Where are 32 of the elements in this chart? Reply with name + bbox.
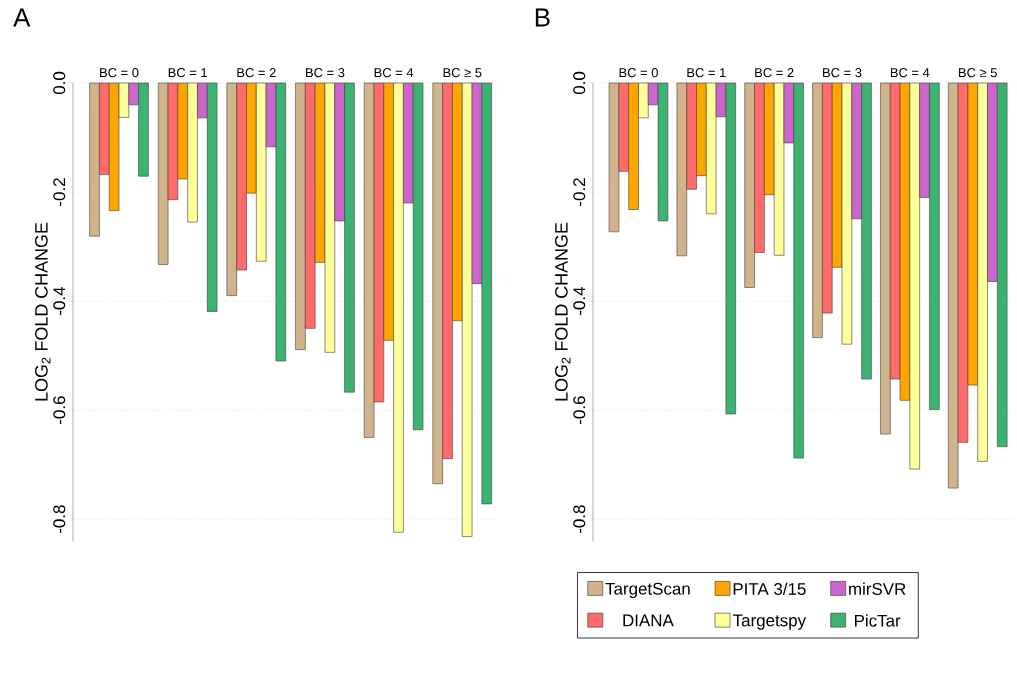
x-tick-label: BC = 3 xyxy=(306,68,345,78)
x-tick-label: BC = 2 xyxy=(755,68,794,78)
x-tick-label: BC = 3 xyxy=(823,68,862,78)
y-tick-label: -0.2 xyxy=(53,178,66,206)
x-tick-label: BC ≥ 5 xyxy=(443,68,482,78)
legend-label: Targetspy xyxy=(733,614,807,630)
legend-label: mirSVR xyxy=(849,582,906,595)
x-tick-label: BC ≥ 5 xyxy=(959,68,997,78)
legend-label: PicTar xyxy=(855,614,901,627)
y-tick-label: -0.4 xyxy=(573,286,586,315)
y-tick-label: -0.2 xyxy=(573,178,586,206)
y-axis-title: LOG$_{2}$ FOLD CHANGE xyxy=(35,222,51,401)
chart-title: B xyxy=(535,8,550,27)
y-tick-label: 0.0 xyxy=(573,71,586,95)
x-tick-label: BC = 0 xyxy=(619,68,658,78)
y-axis-title: LOG$_{2}$ FOLD CHANGE xyxy=(555,222,571,401)
x-tick-label: BC = 1 xyxy=(687,68,726,78)
chart-title: A xyxy=(13,8,31,27)
y-tick-label: -0.8 xyxy=(53,505,66,534)
x-tick-label: BC = 1 xyxy=(168,68,207,78)
y-tick-label: -0.8 xyxy=(573,505,586,534)
x-tick-label: BC = 4 xyxy=(374,68,414,78)
x-tick-label: BC = 4 xyxy=(890,68,930,78)
x-tick-label: BC = 2 xyxy=(237,68,276,78)
y-tick-label: 0.0 xyxy=(53,71,66,95)
y-tick-label: -0.6 xyxy=(573,396,586,424)
y-tick-label: -0.4 xyxy=(53,286,66,315)
y-tick-label: -0.6 xyxy=(53,396,66,424)
legend-label: PITA 3/15 xyxy=(733,582,806,595)
x-tick-label: BC = 0 xyxy=(100,68,139,78)
legend-label: DIANA xyxy=(623,614,674,627)
legend-label: TargetScan xyxy=(605,582,690,599)
